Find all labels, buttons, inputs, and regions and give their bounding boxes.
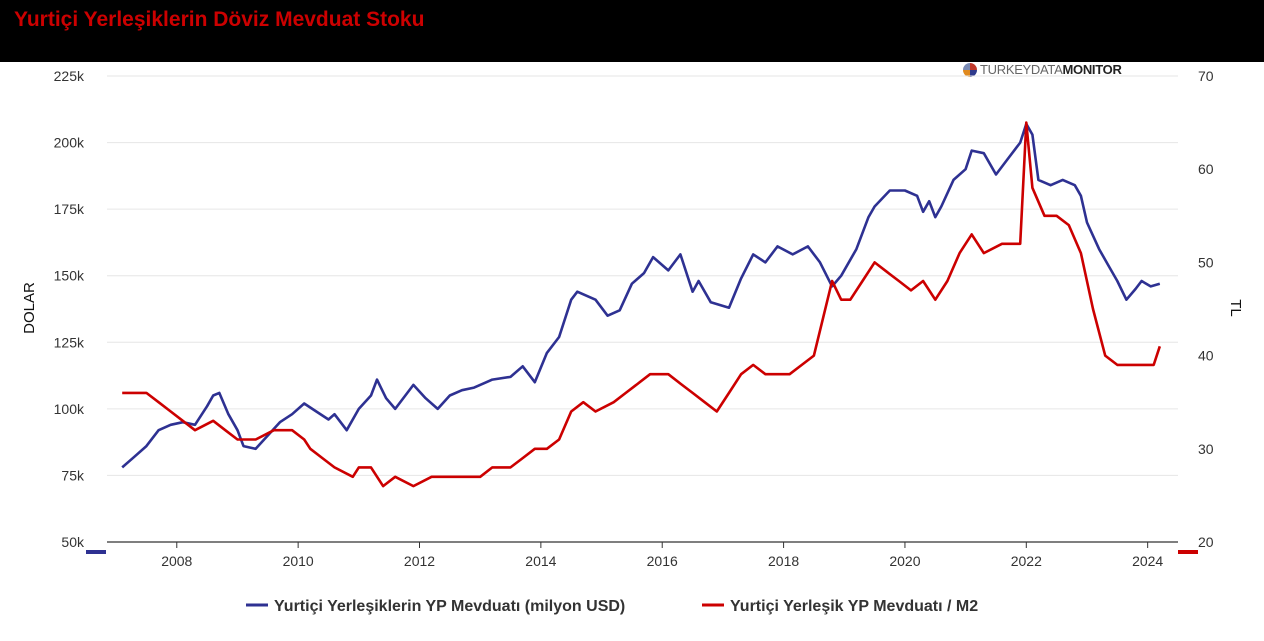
x-axis-tick-label: 2016 [647, 553, 678, 569]
x-axis-tick-label: 2014 [525, 553, 556, 569]
left-axis-tick-label: 175k [54, 201, 85, 217]
turkeydatamonitor-logo-icon [963, 62, 977, 77]
x-axis-tick-label: 2012 [404, 553, 435, 569]
right-axis-tick-label: 20 [1198, 534, 1214, 550]
x-axis-tick-label: 2010 [283, 553, 314, 569]
x-axis-tick-label: 2022 [1011, 553, 1042, 569]
brand-text-part1: TURKEYDATA [980, 62, 1063, 77]
legend-label: Yurtiçi Yerleşik YP Mevduatı / M2 [730, 598, 978, 615]
series-line-m2-ratio [122, 121, 1162, 488]
title-bar: Yurtiçi Yerleşiklerin Döviz Mevduat Stok… [0, 0, 1264, 62]
right-axis-tick-label: 70 [1198, 68, 1214, 84]
brand-text-part2: MONITOR [1062, 62, 1122, 77]
left-axis-tick-label: 225k [54, 68, 85, 84]
right-axis-tick-label: 50 [1198, 254, 1214, 270]
x-axis-tick-label: 2020 [889, 553, 920, 569]
legend-label: Yurtiçi Yerleşiklerin YP Mevduatı (milyo… [274, 598, 625, 615]
left-axis-tick-label: 75k [61, 467, 85, 483]
left-axis-tick-label: 150k [54, 268, 85, 284]
x-axis-tick-label: 2008 [161, 553, 192, 569]
brand-watermark: TURKEYDATA MONITOR [963, 62, 1122, 77]
left-axis-tick-label: 200k [54, 135, 85, 151]
right-axis-tick-label: 60 [1198, 161, 1214, 177]
series-line-usd [121, 122, 1161, 469]
left-axis-tick-label: 125k [54, 334, 85, 350]
left-axis-tick-label: 50k [61, 534, 85, 550]
x-axis-tick-label: 2024 [1132, 553, 1163, 569]
x-axis-tick-label: 2018 [768, 553, 799, 569]
left-axis-tick-label: 100k [54, 401, 85, 417]
right-axis-tick-label: 40 [1198, 348, 1214, 364]
right-axis-series-marker [1178, 550, 1198, 554]
left-axis-series-marker [86, 550, 106, 554]
left-axis-title: DOLAR [21, 282, 38, 334]
chart-title: Yurtiçi Yerleşiklerin Döviz Mevduat Stok… [14, 8, 425, 31]
right-axis-title: TL [1227, 299, 1244, 317]
right-axis-tick-label: 30 [1198, 441, 1214, 457]
